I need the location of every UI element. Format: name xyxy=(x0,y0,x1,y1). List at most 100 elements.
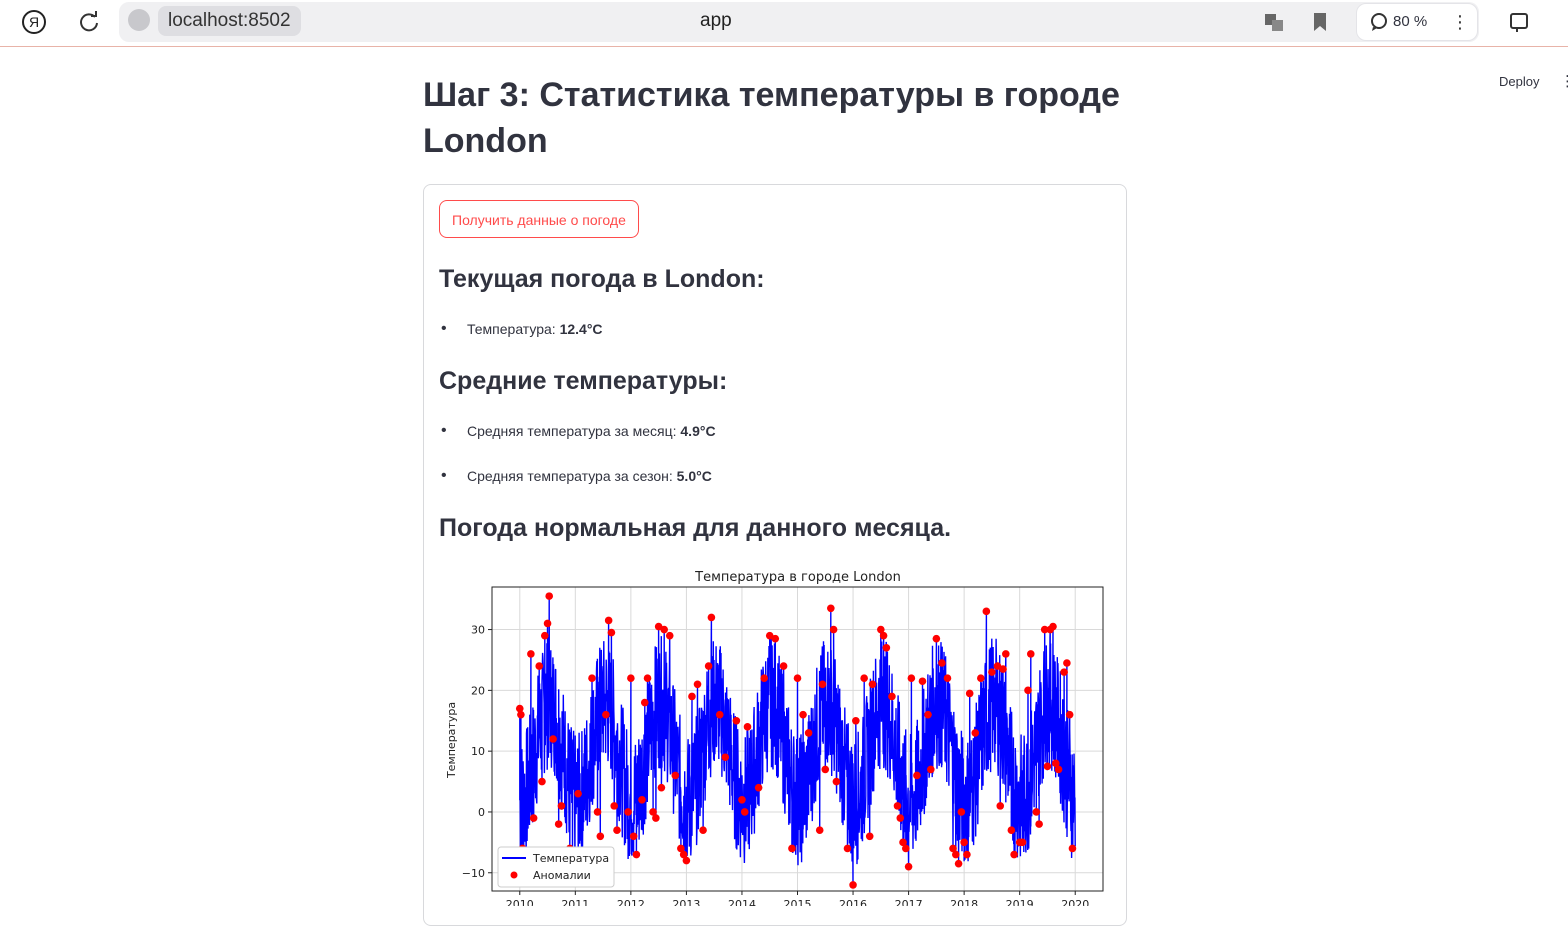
anomaly-point xyxy=(732,716,741,725)
anomaly-point xyxy=(715,710,724,719)
bookmark-icon[interactable] xyxy=(1304,7,1336,37)
anomaly-point xyxy=(654,622,663,631)
translate-icon[interactable] xyxy=(1258,7,1290,37)
app-menu-icon[interactable]: ⋮ xyxy=(1560,73,1568,90)
anomaly-point xyxy=(602,710,610,719)
anomaly-point xyxy=(640,698,649,707)
page-title: Шаг 3: Статистика температуры в городе L… xyxy=(423,82,1123,164)
anomaly-point xyxy=(1018,838,1027,847)
avg-temp-heading: Средние температуры: xyxy=(439,367,728,395)
x-tick-label: 2017 xyxy=(895,898,923,906)
x-tick-label: 2010 xyxy=(506,898,534,906)
anomaly-point xyxy=(771,634,780,643)
x-tick-label: 2011 xyxy=(561,898,589,906)
anomaly-point xyxy=(913,771,921,780)
anomaly-point xyxy=(543,619,552,628)
anomaly-point xyxy=(693,680,702,689)
anomaly-point xyxy=(665,631,674,640)
anomaly-point xyxy=(699,826,707,834)
anomaly-point xyxy=(627,674,635,682)
anomaly-point xyxy=(1026,650,1035,658)
browser-toolbar: Я localhost:8502 app 80 % ⋮ xyxy=(0,0,1568,47)
anomaly-point xyxy=(949,844,957,853)
avg-month-value: 4.9°C xyxy=(680,423,716,439)
anomaly-point xyxy=(860,674,868,682)
anomaly-point xyxy=(849,881,857,889)
anomaly-point xyxy=(538,777,546,786)
anomaly-point xyxy=(1007,826,1016,834)
anomaly-point xyxy=(632,850,641,859)
anomaly-point xyxy=(865,832,874,841)
anomaly-point xyxy=(893,802,902,810)
anomaly-point xyxy=(1001,650,1010,658)
anomaly-point xyxy=(888,692,896,701)
anomaly-point xyxy=(988,668,996,676)
anomaly-point xyxy=(799,710,807,719)
anomaly-point xyxy=(852,716,860,725)
y-tick-label: −10 xyxy=(462,867,485,880)
x-tick-label: 2019 xyxy=(1006,898,1034,906)
zoom-control[interactable]: 80 % xyxy=(1356,3,1478,41)
anomaly-point xyxy=(677,844,685,853)
anomaly-point xyxy=(829,625,838,634)
site-info-icon[interactable] xyxy=(128,9,150,31)
anomaly-point xyxy=(574,789,582,798)
anomaly-point xyxy=(624,808,632,816)
anomaly-point xyxy=(738,796,746,804)
address-bar[interactable] xyxy=(119,2,1479,42)
weather-status-heading: Погода нормальная для данного месяца. xyxy=(439,514,952,542)
anomaly-point xyxy=(882,644,891,652)
anomaly-point xyxy=(649,808,657,816)
chart-title: Температура в городе London xyxy=(694,570,901,585)
y-tick-label: 20 xyxy=(471,684,485,697)
anomaly-point xyxy=(815,826,824,834)
chart-legend: Температура Аномалии xyxy=(497,846,615,888)
yandex-icon[interactable]: Я xyxy=(18,7,50,37)
anomaly-point xyxy=(843,844,852,853)
avg-month-label: Средняя температура за месяц: xyxy=(467,423,677,439)
chart-ylabel: Температура xyxy=(445,702,458,779)
anomaly-point xyxy=(754,783,763,792)
x-tick-label: 2013 xyxy=(672,898,700,906)
sidebar-icon[interactable] xyxy=(1504,7,1536,37)
anomaly-point xyxy=(899,838,907,847)
reload-icon[interactable] xyxy=(73,7,105,37)
anomaly-point xyxy=(1060,668,1068,676)
anomaly-point xyxy=(960,838,968,847)
anomaly-point xyxy=(704,662,713,670)
legend-temperature: Температура xyxy=(532,852,609,865)
anomaly-point xyxy=(877,625,885,634)
anomaly-point xyxy=(904,862,913,871)
current-temp-value: 12.4°C xyxy=(559,321,603,337)
anomaly-point xyxy=(818,680,827,689)
content-container xyxy=(423,184,1127,926)
anomaly-point xyxy=(927,765,935,774)
page-tab-title: app xyxy=(700,10,732,31)
x-tick-label: 2016 xyxy=(839,898,867,906)
anomaly-point xyxy=(660,625,668,634)
anomaly-point xyxy=(557,802,566,810)
anomaly-point xyxy=(804,729,813,737)
legend-dot-marker xyxy=(510,871,518,879)
anomaly-point xyxy=(993,662,1002,670)
anomaly-point xyxy=(879,631,888,640)
deploy-button[interactable]: Deploy xyxy=(1499,74,1540,89)
anomaly-point xyxy=(779,662,788,670)
anomaly-point xyxy=(982,607,991,616)
anomaly-point xyxy=(535,662,544,670)
menu-icon[interactable]: ⋮ xyxy=(1451,11,1469,32)
anomaly-point xyxy=(827,604,835,613)
anomaly-point xyxy=(688,692,696,701)
get-weather-button[interactable]: Получить данные о погоде xyxy=(439,200,639,238)
svg-text:Я: Я xyxy=(29,14,39,30)
anomaly-point xyxy=(1032,808,1041,816)
avg-season-value: 5.0°C xyxy=(676,468,712,484)
avg-season-item: Средняя температура за сезон: 5.0°C xyxy=(441,467,712,485)
anomaly-point xyxy=(707,613,716,622)
anomaly-point xyxy=(957,808,966,816)
anomaly-point xyxy=(545,592,554,600)
anomaly-point xyxy=(896,814,905,822)
anomaly-point xyxy=(596,832,605,841)
address-host[interactable]: localhost:8502 xyxy=(158,6,301,36)
anomaly-point xyxy=(604,616,613,625)
